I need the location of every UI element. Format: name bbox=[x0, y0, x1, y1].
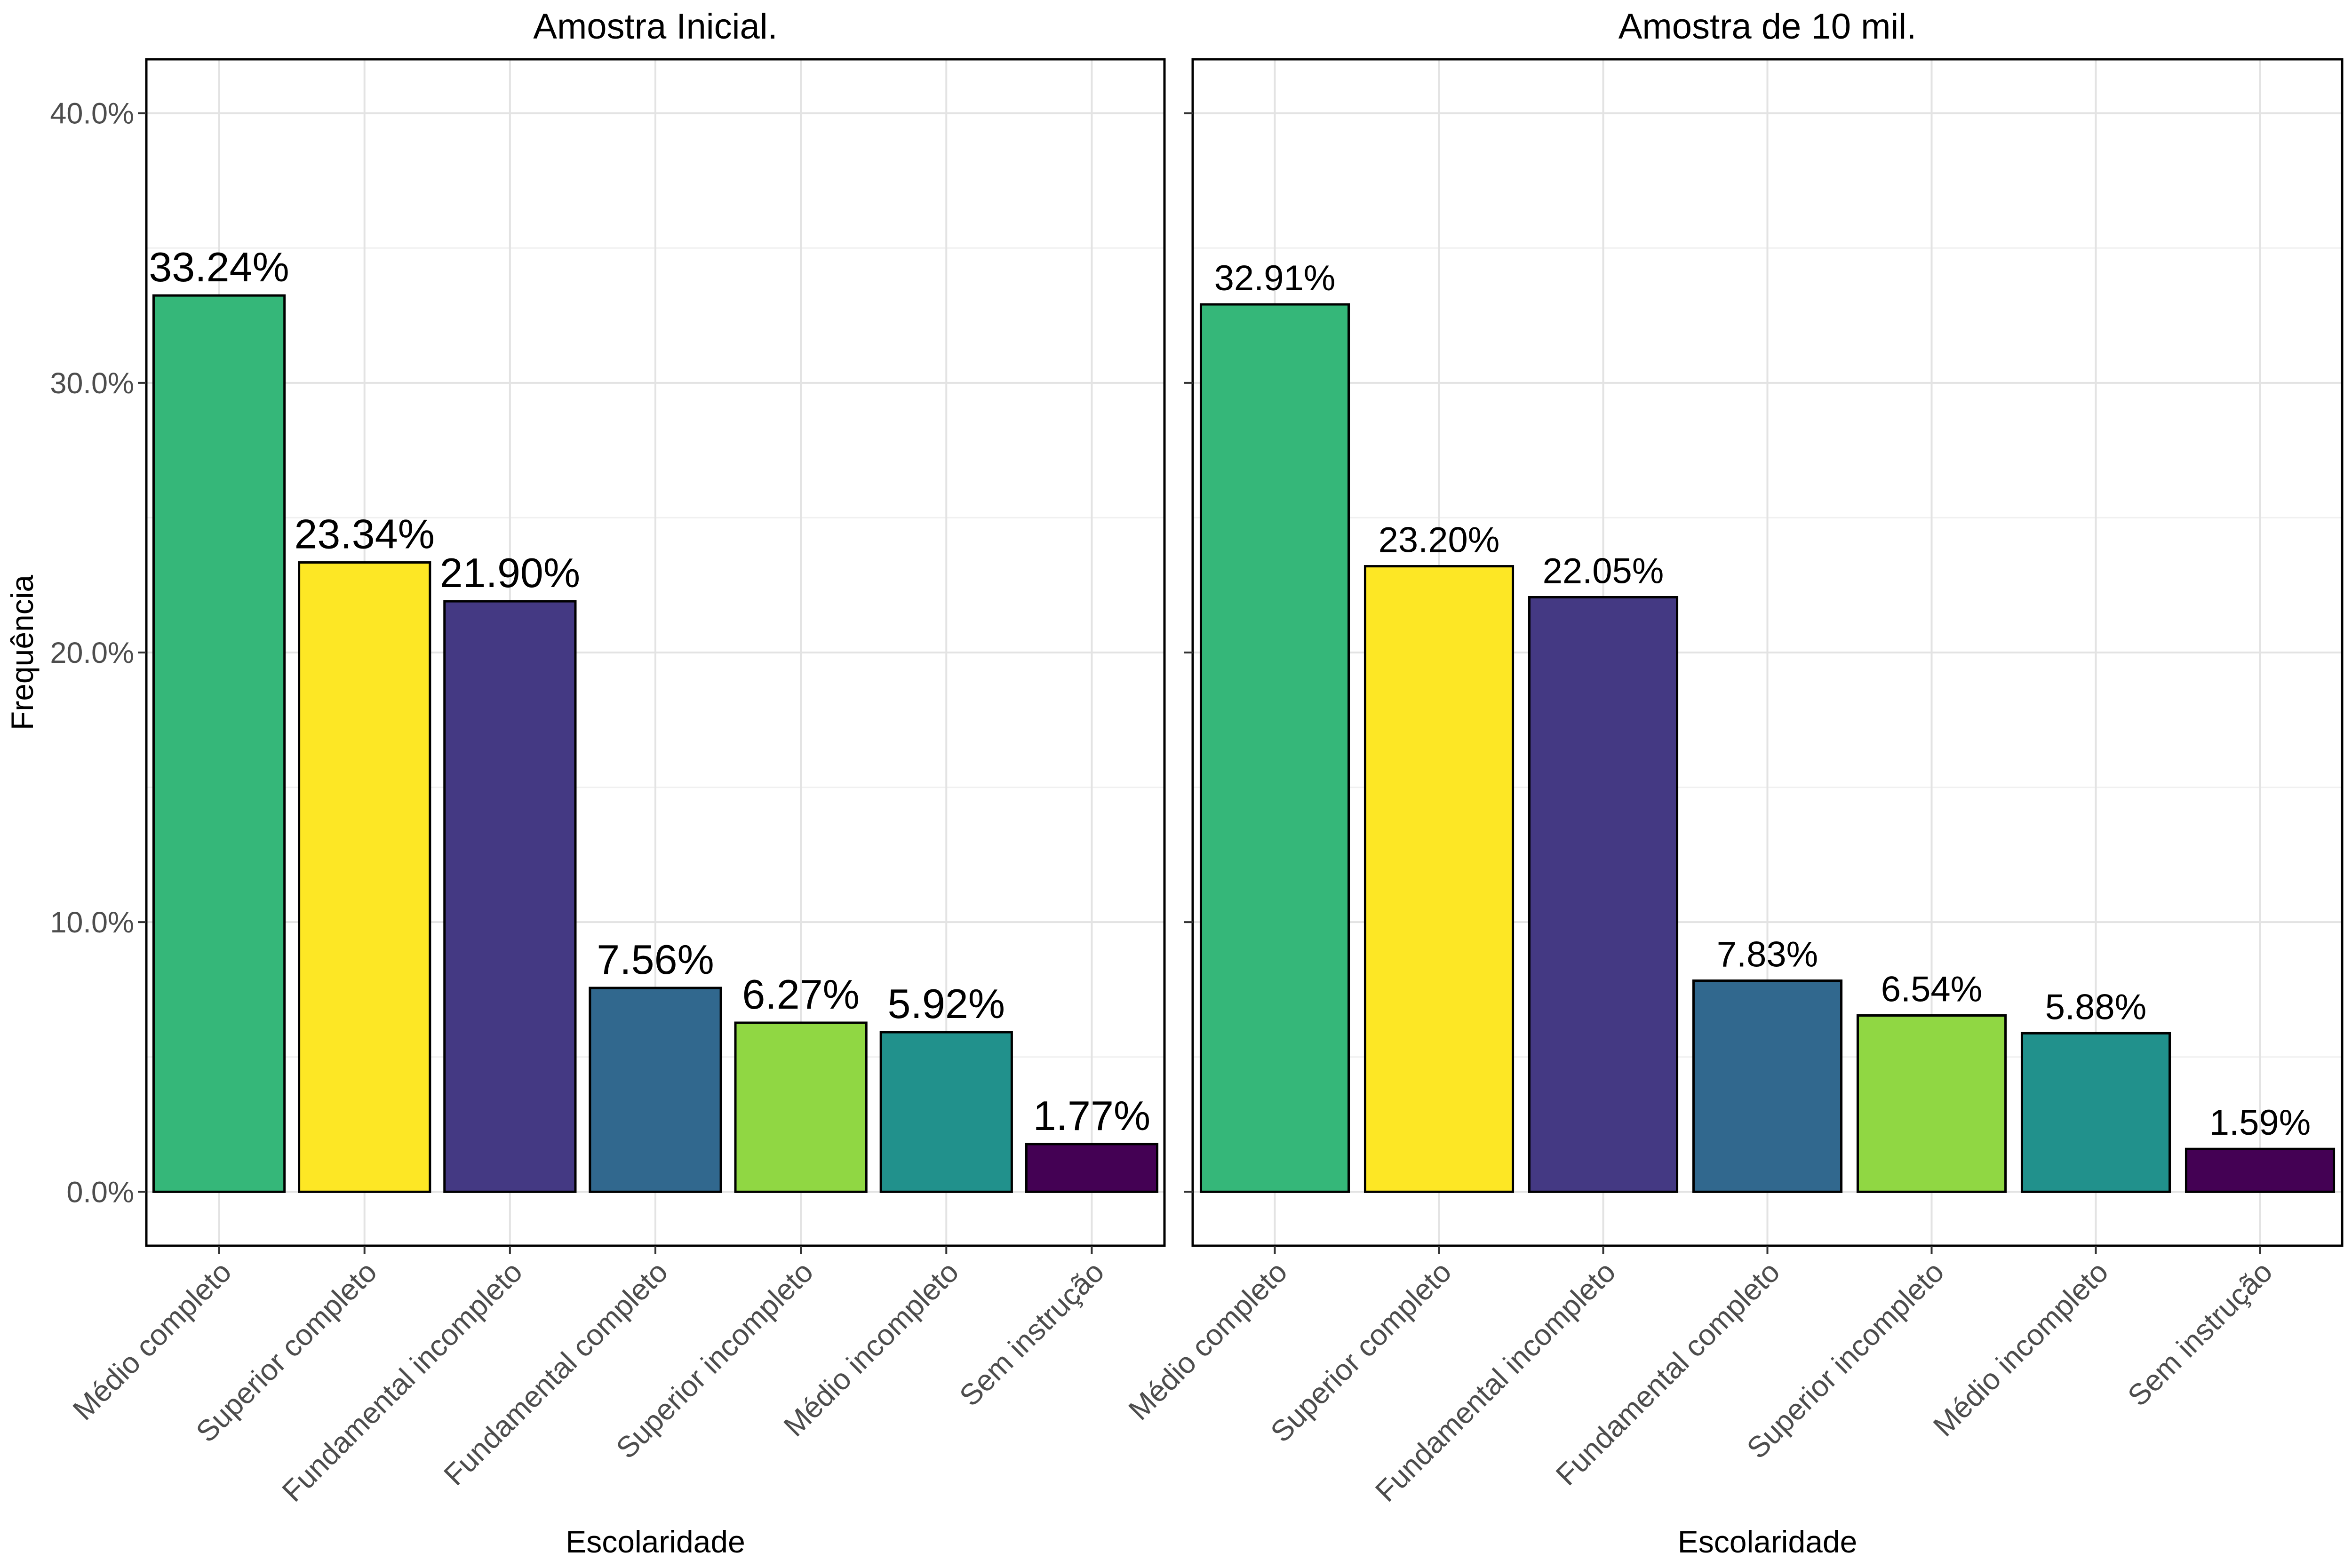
bar-data-label: 7.56% bbox=[597, 936, 714, 983]
bar-6 bbox=[2020, 1032, 2171, 1193]
bar-data-label: 6.27% bbox=[742, 971, 860, 1018]
panel-title: Amostra de 10 mil. bbox=[1618, 7, 1917, 47]
bar-data-label: 7.83% bbox=[1717, 935, 1818, 975]
bar-data-label: 33.24% bbox=[149, 244, 289, 290]
bar-data-label: 1.77% bbox=[1033, 1092, 1151, 1139]
y-tick-label: 0.0% bbox=[66, 1176, 134, 1209]
bar-data-label: 21.90% bbox=[440, 549, 580, 596]
bar-6 bbox=[879, 1031, 1013, 1193]
panel-2: 32.91%23.20%22.05%7.83%6.54% 5.88%1.59%Mé… bbox=[1122, 7, 2344, 1559]
bar-7 bbox=[1025, 1143, 1159, 1193]
bar-2 bbox=[298, 561, 431, 1193]
bar-data-label: 5.92% bbox=[888, 980, 1005, 1027]
y-tick-label: 30.0% bbox=[50, 367, 134, 400]
x-axis-label: Escolaridade bbox=[566, 1524, 745, 1559]
bar-5 bbox=[734, 1021, 868, 1193]
y-axis-label: Frequência bbox=[5, 575, 40, 730]
panel-title: Amostra Inicial. bbox=[533, 7, 778, 47]
x-axis-label: Escolaridade bbox=[1678, 1524, 1858, 1559]
bar-4 bbox=[1692, 979, 1843, 1193]
bar-5 bbox=[1856, 1014, 2007, 1193]
bar-3 bbox=[443, 600, 577, 1193]
bar-data-label: 23.20% bbox=[1379, 520, 1500, 560]
bar-data-label: 32.91% bbox=[1214, 258, 1336, 298]
bar-1 bbox=[152, 294, 286, 1193]
y-tick-label: 40.0% bbox=[50, 97, 134, 130]
bar-2 bbox=[1363, 565, 1515, 1193]
bar-data-label: 23.34% bbox=[294, 511, 434, 557]
bar-7 bbox=[2185, 1147, 2336, 1193]
y-tick-label: 10.0% bbox=[50, 906, 134, 939]
bar-data-label: 5.88% bbox=[2045, 987, 2147, 1027]
bar-data-label: 6.54% bbox=[1881, 970, 1983, 1010]
y-tick-label: 20.0% bbox=[50, 637, 134, 669]
bar-1 bbox=[1199, 303, 1350, 1193]
bar-4 bbox=[589, 987, 722, 1193]
bar-data-label: 1.59% bbox=[2209, 1103, 2311, 1143]
bar-data-label: 22.05% bbox=[1543, 551, 1664, 591]
bar-3 bbox=[1528, 596, 1679, 1193]
